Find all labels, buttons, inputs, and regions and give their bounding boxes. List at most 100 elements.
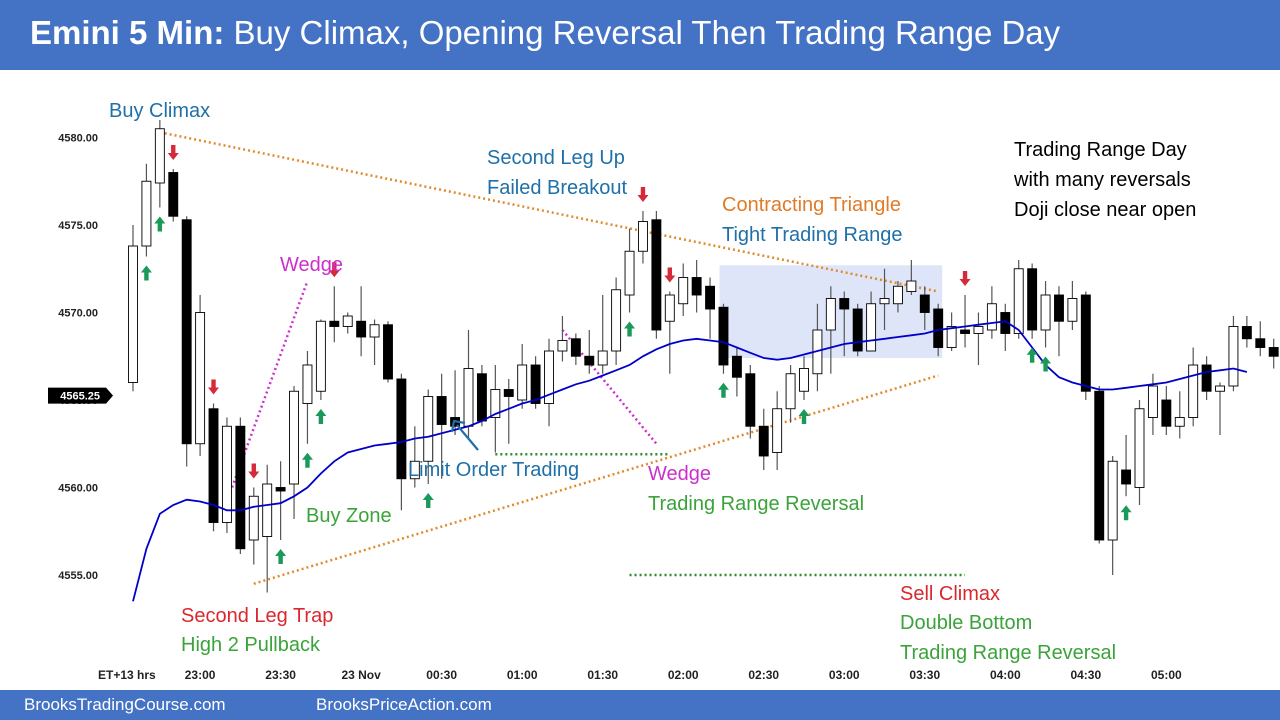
candle	[745, 365, 756, 439]
limit-order-pointer-icon	[450, 419, 479, 451]
footer-link-brookstradingcourse[interactable]: BrooksTradingCourse.com	[24, 695, 226, 714]
candle-body-bull	[624, 250, 635, 296]
candle-body-bear	[1121, 469, 1132, 485]
candle	[986, 286, 997, 339]
candle	[544, 338, 554, 427]
x-tick-label: 23 Nov	[341, 668, 381, 682]
candle	[973, 312, 984, 365]
candle-body-bear	[1255, 338, 1266, 348]
footer-link-brookspriceaction[interactable]: BrooksPriceAction.com	[316, 695, 492, 714]
candle	[624, 228, 635, 313]
candle-body-bull	[664, 294, 675, 322]
candle-body-bull	[302, 364, 313, 404]
candle-body-bull	[369, 324, 380, 338]
candle-body-bear	[1241, 326, 1252, 340]
candle-body-bear	[436, 396, 447, 425]
wedge-line-1	[225, 280, 309, 502]
candle-body-bull	[1147, 385, 1158, 418]
candle	[1174, 391, 1185, 439]
candle	[960, 295, 970, 348]
candle	[799, 356, 809, 400]
buy-arrow-icon	[275, 549, 287, 564]
candle	[1228, 316, 1239, 392]
candle-body-bull	[986, 303, 997, 331]
candle	[302, 351, 313, 444]
annotation-sell-climax: Sell Climax	[900, 583, 1000, 605]
candle-body-bull	[906, 280, 917, 292]
candle	[731, 347, 742, 397]
candle-body-bear	[1268, 347, 1279, 357]
current-price-tag: 4565.25	[48, 387, 113, 404]
buy-arrow-icon	[1040, 356, 1052, 372]
candle-body-bear	[705, 285, 716, 310]
y-tick-label: 4575.00	[58, 220, 98, 232]
candle	[1107, 456, 1118, 575]
candle-body-bull	[1174, 417, 1185, 427]
buy-arrow-icon	[1120, 505, 1132, 521]
candle-body-bull	[289, 390, 299, 485]
candle	[1161, 386, 1172, 435]
candle-body-bull	[772, 408, 783, 453]
buy-arrow-icon	[315, 409, 327, 424]
candle-body-bear	[476, 373, 487, 422]
candle	[611, 277, 622, 365]
candle	[825, 286, 836, 374]
candle	[1013, 260, 1024, 339]
candle-body-bull	[825, 298, 836, 331]
x-tick-label: 05:00	[1151, 668, 1182, 682]
candle	[1121, 435, 1132, 497]
candle-body-bull	[195, 312, 206, 445]
candle	[1241, 316, 1252, 348]
candle-body-bear	[839, 298, 850, 310]
candle	[315, 319, 326, 400]
candle	[503, 379, 514, 444]
annotation-second-leg-up: Failed Breakout	[487, 177, 628, 199]
candle-body-bear	[651, 219, 662, 331]
x-tick-label: 23:00	[185, 668, 216, 682]
candle	[1147, 373, 1158, 435]
buy-arrow-icon	[717, 382, 729, 398]
candle	[1040, 281, 1051, 348]
candle-body-bull	[1040, 294, 1051, 331]
candle	[289, 386, 299, 519]
candle	[1215, 382, 1225, 435]
sell-arrow-icon	[167, 145, 179, 160]
x-tick-label: 04:30	[1070, 668, 1101, 682]
candle-body-bull	[544, 350, 554, 404]
candlestick-chart: 4580.004575.004570.004565.004560.004555.…	[48, 100, 1279, 682]
candle	[852, 303, 863, 357]
candle	[785, 365, 796, 423]
annotations-layer: Buy Climax Second Leg Up Failed Breakout Tr…	[109, 100, 1196, 664]
candle	[772, 391, 783, 470]
candle	[570, 333, 581, 365]
candle	[651, 211, 662, 339]
page-title: Emini 5 Min: Buy Climax, Opening Reversa…	[30, 14, 1060, 52]
annotation-buy-climax: Buy Climax	[109, 100, 210, 122]
annotation-high-2-pullback: High 2 Pullback	[181, 634, 321, 656]
candle	[1027, 263, 1038, 339]
sell-arrow-icon	[959, 271, 971, 286]
candle-body-bear	[396, 378, 407, 480]
candle	[262, 464, 273, 593]
candle	[517, 344, 528, 409]
y-tick-label: 4555.00	[58, 570, 98, 582]
candle	[758, 408, 769, 470]
candle	[1054, 286, 1064, 357]
candle	[919, 286, 930, 330]
candle	[638, 211, 648, 264]
candles-layer	[128, 120, 1279, 593]
x-tick-label: 04:00	[990, 668, 1021, 682]
candle	[718, 303, 729, 374]
x-tick-label: 02:30	[748, 668, 779, 682]
candle	[584, 330, 595, 374]
candle-body-bear	[383, 324, 393, 380]
annotation-tight-trading-range: Tight Trading Range	[722, 224, 902, 246]
candle	[839, 291, 850, 357]
page-title-rest: Buy Climax, Opening Reversal Then Tradin…	[224, 14, 1061, 51]
candle-body-bear	[1094, 390, 1105, 541]
candle	[195, 295, 206, 456]
current-price-label: 4565.25	[60, 391, 100, 403]
candle	[691, 260, 702, 313]
buy-arrow-icon	[301, 452, 313, 468]
candle-body-bull	[1134, 408, 1145, 488]
